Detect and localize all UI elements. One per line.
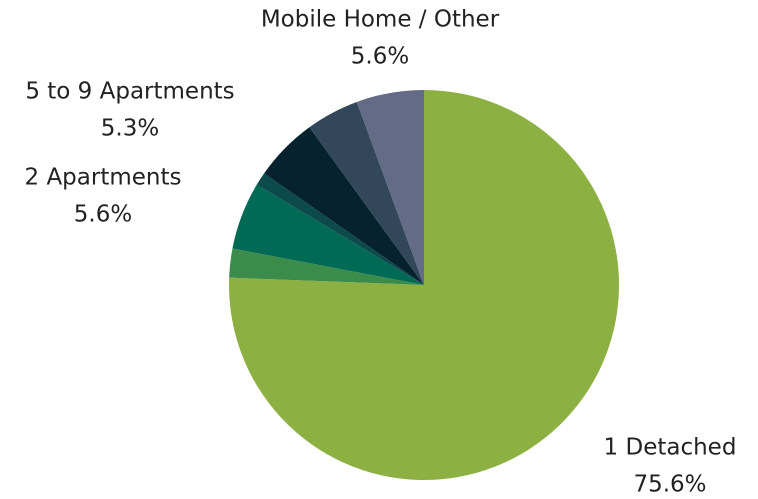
pie-slice	[309, 101, 424, 285]
pie-slice	[264, 127, 424, 285]
pie-slice	[232, 184, 424, 285]
slice-value-label: 75.6%	[633, 472, 706, 498]
slice-label: 5 to 9 Apartments	[25, 79, 234, 105]
slice-value-label: 5.6%	[351, 44, 409, 70]
slice-label: 2 Apartments	[25, 165, 182, 191]
slice-value-label: 5.6%	[74, 202, 132, 228]
pie-slice	[229, 248, 424, 285]
slice-label: Mobile Home / Other	[261, 7, 500, 33]
pie-slice	[256, 173, 424, 285]
slice-label: 1 Detached	[604, 435, 737, 461]
slice-value-label: 5.3%	[101, 116, 159, 142]
pie-slice	[356, 90, 424, 285]
